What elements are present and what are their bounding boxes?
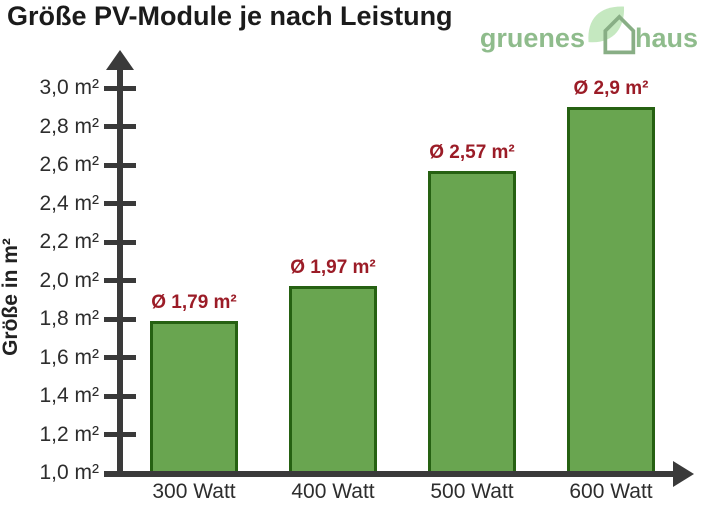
bar-value-label: Ø 2,57 m² (429, 141, 515, 163)
x-tick-label: 400 Watt (291, 480, 375, 503)
x-axis-line (104, 471, 676, 477)
y-axis-tick (104, 124, 136, 129)
y-tick-label: 2,8 m² (39, 114, 99, 138)
bar-300-watt (150, 320, 238, 475)
x-axis-arrow-icon (673, 461, 694, 487)
bar-500-watt (428, 170, 516, 475)
bar-400-watt (289, 286, 377, 475)
y-tick-label: 1,4 m² (39, 384, 99, 407)
y-tick-label: 1,6 m² (39, 345, 99, 369)
y-tick-label: 1,8 m² (39, 307, 99, 330)
y-axis-tick (104, 432, 136, 437)
y-axis-tick (104, 316, 136, 322)
y-axis-tick (104, 470, 136, 476)
y-tick-label: 2,6 m² (39, 153, 99, 176)
bar-value-label: Ø 1,97 m² (290, 257, 376, 279)
y-axis-line (117, 66, 123, 476)
logo-text-gruenes: gruenes (479, 23, 585, 53)
y-axis-tick (104, 393, 136, 399)
x-tick-label: 600 Watt (569, 480, 653, 503)
bar-value-label: Ø 2,9 m² (573, 78, 649, 100)
x-tick-label: 300 Watt (152, 480, 236, 503)
y-tick-label: 1,2 m² (39, 422, 99, 446)
y-axis-tick (104, 85, 136, 91)
bar-600-watt (567, 107, 655, 475)
y-tick-label: 2,2 m² (39, 230, 99, 253)
logo-text-haus: haus (634, 23, 698, 53)
y-axis-tick (104, 239, 136, 245)
x-tick-label: 500 Watt (430, 480, 514, 503)
y-tick-label: 3,0 m² (39, 76, 99, 99)
y-axis-tick (104, 162, 136, 168)
brand-logo: gruenes haus (480, 2, 698, 56)
leaf-house-icon (588, 6, 636, 55)
y-tick-label: 1,0 m² (39, 461, 99, 484)
y-axis-arrow-icon (106, 50, 134, 70)
y-tick-label: 2,4 m² (39, 191, 99, 215)
bar-value-label: Ø 1,79 m² (151, 291, 237, 313)
y-axis-tick (104, 278, 136, 283)
y-axis-tick (104, 355, 136, 360)
chart-title: Größe PV-Module je nach Leistung (7, 1, 453, 31)
y-axis-tick (104, 201, 136, 206)
y-tick-label: 2,0 m² (39, 268, 99, 292)
